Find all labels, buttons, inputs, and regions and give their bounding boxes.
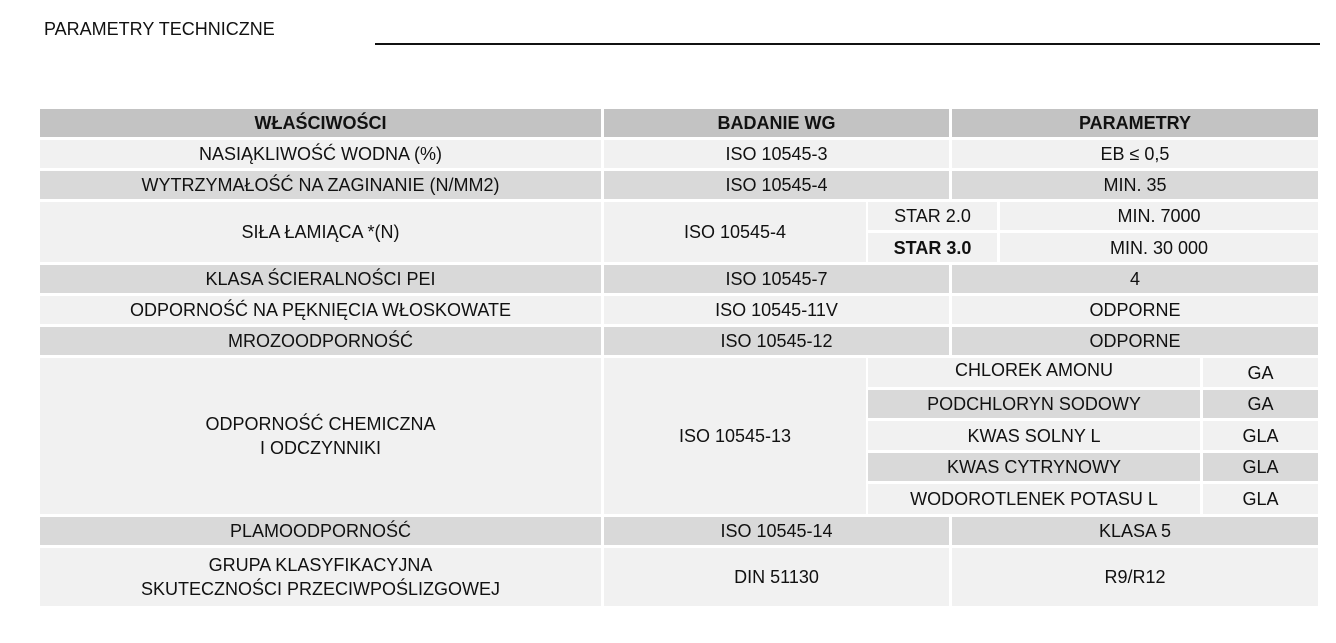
value-cell: KLASA 5 bbox=[952, 517, 1318, 545]
property-cell: MROZOODPORNOŚĆ bbox=[40, 327, 601, 355]
agent-name: KWAS CYTRYNOWY bbox=[868, 453, 1200, 481]
property-cell: ODPORNOŚĆ CHEMICZNA I ODCZYNNIKI bbox=[40, 358, 601, 514]
section-title: PARAMETRY TECHNICZNE bbox=[44, 19, 275, 39]
standard-cell: ISO 10545-11V bbox=[604, 296, 949, 324]
standard-cell: DIN 51130 bbox=[604, 548, 949, 606]
property-line: SKUTECZNOŚCI PRZECIWPOŚLIZGOWEJ bbox=[140, 579, 501, 599]
value-cell: EB ≤ 0,5 bbox=[952, 140, 1318, 168]
agent-value: GA bbox=[1203, 358, 1318, 387]
standard-cell: ISO 10545-7 bbox=[604, 265, 949, 293]
value-cell: ODPORNE bbox=[952, 327, 1318, 355]
agent-name: PODCHLORYN SODOWY bbox=[868, 390, 1200, 418]
property-line: I ODCZYNNIKI bbox=[259, 438, 381, 458]
value-cell: MIN. 35 bbox=[952, 171, 1318, 199]
variant-value: MIN. 30 000 bbox=[1000, 233, 1318, 262]
value-cell: R9/R12 bbox=[952, 548, 1318, 606]
standard-cell: ISO 10545-12 bbox=[604, 327, 949, 355]
property-cell: PLAMOODPORNOŚĆ bbox=[40, 517, 601, 545]
value-cell: 4 bbox=[952, 265, 1318, 293]
variant-name: STAR 2.0 bbox=[868, 202, 997, 230]
header-properties: WŁAŚCIWOŚCI bbox=[40, 109, 601, 137]
agent-value: GLA bbox=[1203, 421, 1318, 450]
agent-name: KWAS SOLNY L bbox=[868, 421, 1200, 450]
property-line: GRUPA KLASYFIKACYJNA bbox=[208, 555, 433, 575]
agent-value: GLA bbox=[1203, 453, 1318, 481]
standard-cell: ISO 10545-4 bbox=[604, 171, 949, 199]
property-cell: NASIĄKLIWOŚĆ WODNA (%) bbox=[40, 140, 601, 168]
value-cell: ODPORNE bbox=[952, 296, 1318, 324]
standard-cell: ISO 10545-4 bbox=[604, 202, 866, 262]
property-line: ODPORNOŚĆ CHEMICZNA bbox=[205, 414, 436, 434]
agent-name: CHLOREK AMONU bbox=[868, 358, 1200, 387]
property-cell: ODPORNOŚĆ NA PĘKNIĘCIA WŁOSKOWATE bbox=[40, 296, 601, 324]
variant-name: STAR 3.0 bbox=[868, 233, 997, 262]
agent-value: GA bbox=[1203, 390, 1318, 418]
property-cell: GRUPA KLASYFIKACYJNA SKUTECZNOŚCI PRZECI… bbox=[40, 548, 601, 606]
property-cell: SIŁA ŁAMIĄCA *(N) bbox=[40, 202, 601, 262]
standard-cell: ISO 10545-13 bbox=[604, 358, 866, 514]
agent-value: GLA bbox=[1203, 484, 1318, 514]
standard-cell: ISO 10545-14 bbox=[604, 517, 949, 545]
property-cell: WYTRZYMAŁOŚĆ NA ZAGINANIE (N/MM2) bbox=[40, 171, 601, 199]
agent-name: WODOROTLENEK POTASU L bbox=[868, 484, 1200, 514]
standard-cell: ISO 10545-3 bbox=[604, 140, 949, 168]
header-parameters: PARAMETRY bbox=[952, 109, 1318, 137]
property-cell: KLASA ŚCIERALNOŚCI PEI bbox=[40, 265, 601, 293]
title-divider bbox=[375, 43, 1320, 45]
header-standard: BADANIE WG bbox=[604, 109, 949, 137]
variant-value: MIN. 7000 bbox=[1000, 202, 1318, 230]
